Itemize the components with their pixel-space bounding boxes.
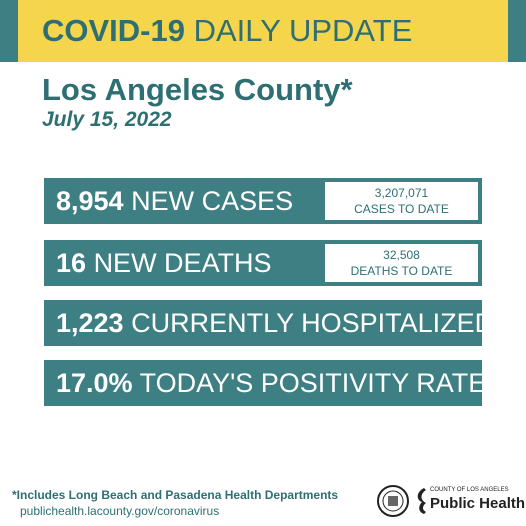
logo-big: Public Health xyxy=(430,495,526,512)
footnote: *Includes Long Beach and Pasadena Health… xyxy=(12,488,339,502)
region: Los Angeles County* xyxy=(42,72,353,107)
stat-total: 32,508 xyxy=(383,248,420,262)
logo-small: COUNTY OF LOS ANGELES xyxy=(430,487,509,493)
title-rest: DAILY UPDATE xyxy=(193,13,413,48)
date: July 15, 2022 xyxy=(42,108,172,131)
stat-number: 16 xyxy=(56,248,87,278)
stat-number: 1,223 xyxy=(56,308,124,338)
stat-main: 1,223 CURRENTLY HOSPITALIZED xyxy=(56,300,494,346)
stat-total-label: CASES TO DATE xyxy=(354,202,449,216)
stat-number: 17.0% xyxy=(56,368,133,398)
stat-main: 16 NEW DEATHS xyxy=(56,240,272,286)
stat-label: TODAY'S POSITIVITY RATE xyxy=(139,368,487,398)
stat-label: NEW DEATHS xyxy=(93,248,272,278)
stat-label: NEW CASES xyxy=(131,186,294,216)
header-band xyxy=(0,0,526,62)
stat-bar: 1,223 CURRENTLY HOSPITALIZED xyxy=(44,300,494,346)
stat-bar: 16 NEW DEATHS 32,508 DEATHS TO DATE xyxy=(44,240,482,286)
header-title: COVID-19 DAILY UPDATE xyxy=(42,13,412,49)
stat-main: 17.0% TODAY'S POSITIVITY RATE xyxy=(56,360,486,406)
stat-total-label: DEATHS TO DATE xyxy=(350,264,453,278)
logo-mark xyxy=(417,488,426,514)
title-bold: COVID-19 xyxy=(42,13,185,48)
stat-label: CURRENTLY HOSPITALIZED xyxy=(131,308,495,338)
stat-total: 3,207,071 xyxy=(374,186,429,200)
stat-bar: 8,954 NEW CASES 3,207,071 CASES TO DATE xyxy=(44,178,482,224)
stat-bar: 17.0% TODAY'S POSITIVITY RATE xyxy=(44,360,486,406)
stat-total-box: 3,207,071 CASES TO DATE xyxy=(325,182,478,220)
stat-main: 8,954 NEW CASES xyxy=(56,178,293,224)
county-seal xyxy=(377,485,409,517)
stat-number: 8,954 xyxy=(56,186,124,216)
url: publichealth.lacounty.gov/coronavirus xyxy=(20,504,220,518)
header-accent xyxy=(0,0,18,62)
stat-total-box: 32,508 DEATHS TO DATE xyxy=(325,244,478,282)
header-accent xyxy=(508,0,526,62)
